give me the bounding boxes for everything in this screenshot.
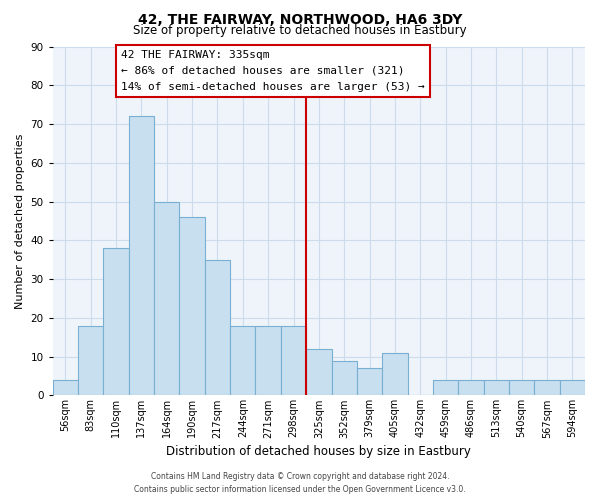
Bar [53, 380, 78, 396]
Text: 42 THE FAIRWAY: 335sqm
← 86% of detached houses are smaller (321)
14% of semi-de: 42 THE FAIRWAY: 335sqm ← 86% of detached… [121, 50, 425, 92]
Bar [281, 326, 306, 396]
Bar [179, 217, 205, 396]
Bar [509, 380, 535, 396]
Bar [103, 248, 129, 396]
Bar [458, 380, 484, 396]
Text: Contains HM Land Registry data © Crown copyright and database right 2024.
Contai: Contains HM Land Registry data © Crown c… [134, 472, 466, 494]
Bar [357, 368, 382, 396]
Y-axis label: Number of detached properties: Number of detached properties [15, 134, 25, 308]
Bar [154, 202, 179, 396]
Bar [382, 353, 407, 396]
Bar [256, 326, 281, 396]
Bar [306, 349, 332, 396]
Bar [535, 380, 560, 396]
Bar [560, 380, 585, 396]
X-axis label: Distribution of detached houses by size in Eastbury: Distribution of detached houses by size … [166, 444, 471, 458]
Bar [205, 260, 230, 396]
Bar [129, 116, 154, 396]
Bar [230, 326, 256, 396]
Bar [484, 380, 509, 396]
Bar [332, 360, 357, 396]
Bar [433, 380, 458, 396]
Text: 42, THE FAIRWAY, NORTHWOOD, HA6 3DY: 42, THE FAIRWAY, NORTHWOOD, HA6 3DY [138, 12, 462, 26]
Bar [78, 326, 103, 396]
Text: Size of property relative to detached houses in Eastbury: Size of property relative to detached ho… [133, 24, 467, 37]
